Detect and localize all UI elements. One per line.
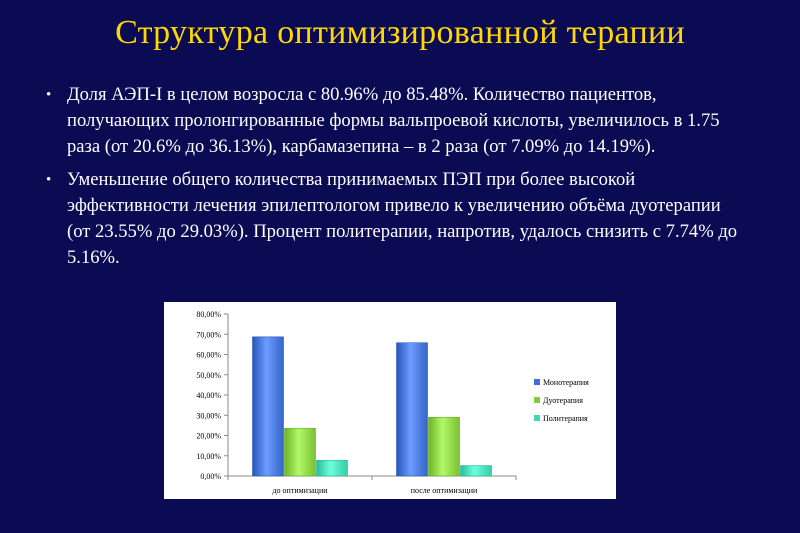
bar-политерапия — [460, 465, 492, 477]
y-tick-label: 10,00% — [196, 452, 221, 461]
y-tick-label: 50,00% — [196, 371, 221, 380]
bullet-dot-icon: • — [46, 172, 52, 188]
bar-политерапия — [316, 460, 348, 477]
y-tick-label: 80,00% — [196, 310, 221, 319]
y-tick-label: 20,00% — [196, 432, 221, 441]
chart-axes: 0,00% 10,00% 20,00% 30,00% 40,00% 50,00% 60,00… — [196, 310, 517, 495]
chart-svg: 0,00% 10,00% 20,00% 30,00% 40,00% 50,00% 60,00… — [196, 310, 589, 495]
legend-label: Дуотерапия — [543, 396, 583, 405]
bullet-text: Доля АЭП-I в целом возросла с 80.96% до … — [67, 84, 720, 157]
bar-монотерапия — [396, 342, 428, 477]
bullet-text: Уменьшение общего количества принимаемых… — [67, 169, 738, 268]
bar-монотерапия — [252, 336, 284, 477]
chart-bars — [252, 336, 492, 477]
therapy-structure-chart: 0,00% 10,00% 20,00% 30,00% 40,00% 50,00% 60,00… — [164, 302, 616, 499]
x-tick-label: после оптимизации — [411, 486, 478, 495]
x-tick-label: до оптимизации — [272, 486, 328, 495]
bar-дуотерапия — [284, 428, 316, 477]
chart-legend: Монотерапия Дуотерапия Политерапия — [534, 378, 589, 423]
bullet-list: • Доля АЭП-I в целом возросла с 80.96% д… — [46, 82, 746, 278]
bullet-item: • Доля АЭП-I в целом возросла с 80.96% д… — [46, 82, 746, 160]
bullet-item: • Уменьшение общего количества принимаем… — [46, 167, 746, 271]
slide-title: Структура оптимизированной терапии — [115, 14, 685, 51]
y-tick-label: 60,00% — [196, 351, 221, 360]
legend-swatch — [534, 397, 540, 403]
y-tick-label: 0,00% — [200, 472, 221, 481]
y-tick-label: 30,00% — [196, 411, 221, 420]
legend-label: Политерапия — [543, 414, 588, 423]
bullet-dot-icon: • — [46, 87, 52, 103]
legend-swatch — [534, 379, 540, 385]
y-tick-label: 70,00% — [196, 330, 221, 339]
legend-swatch — [534, 415, 540, 421]
y-tick-label: 40,00% — [196, 391, 221, 400]
bar-дуотерапия — [428, 416, 460, 477]
legend-label: Монотерапия — [543, 378, 589, 387]
